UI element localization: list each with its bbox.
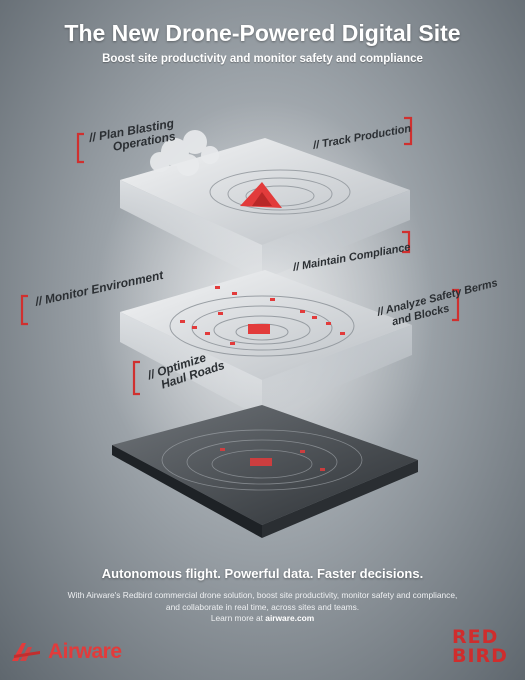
airware-logo-text: Airware	[48, 640, 122, 663]
layer-middle	[120, 270, 412, 418]
layer-bottom	[112, 405, 418, 538]
safety-markers	[180, 286, 345, 345]
airware-wing-logo-icon	[12, 643, 40, 661]
airware-logo: Airware	[12, 636, 162, 668]
layered-site-illustration	[20, 100, 460, 538]
redbird-logo-line2: BIRD	[452, 645, 508, 667]
description: With Airware's Redbird commercial drone …	[60, 590, 465, 625]
redbird-logo-icon: RED BIRD	[452, 628, 518, 672]
page-subtitle: Boost site productivity and monitor safe…	[102, 53, 423, 65]
callout-brackets	[20, 116, 460, 396]
learn-more-prefix: Learn more at	[210, 613, 266, 623]
tagline: Autonomous flight. Powerful data. Faster…	[101, 566, 424, 581]
redbird-logo-line1: RED	[452, 626, 499, 648]
airware-link[interactable]: airware.com	[265, 613, 315, 623]
description-text: With Airware's Redbird commercial drone …	[67, 590, 458, 612]
page-title: The New Drone-Powered Digital Site	[64, 20, 461, 46]
layer-top	[120, 130, 410, 280]
